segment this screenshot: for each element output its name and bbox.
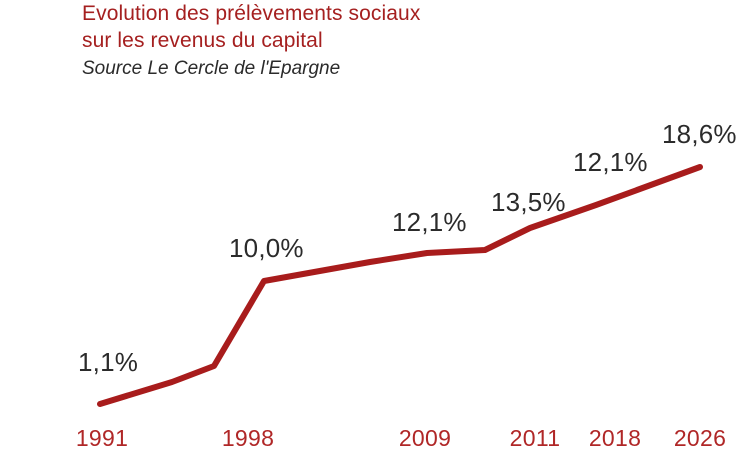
page-title-line-1: Evolution des prélèvements sociaux (82, 2, 421, 25)
x-axis-tick-label-2026: 2026 (673, 425, 727, 451)
x-axis-tick-label-2011: 2011 (509, 425, 561, 451)
data-point-value-label: 10,0% (229, 233, 304, 263)
page-title-line-2: sur les revenus du capital (82, 29, 323, 52)
x-axis-tick-label-2009: 2009 (398, 425, 452, 451)
chart-title-block: Evolution des prélèvements sociaux sur l… (82, 0, 642, 82)
data-point-value-label: 1,1% (78, 347, 139, 377)
data-point-value-label: 12,1% (392, 207, 467, 237)
chart-source-caption: Source Le Cercle de l'Epargne (82, 58, 341, 79)
data-point-value-label: 13,5% (491, 187, 566, 217)
data-point-value-label: 12,1% (573, 147, 648, 177)
x-axis-tick-label-1998: 1998 (221, 425, 275, 451)
x-axis-tick-label-1991: 1991 (75, 425, 129, 451)
data-point-value-label: 18,6% (662, 119, 737, 149)
data-series-line (97, 164, 703, 407)
x-axis-tick-label-2018: 2018 (588, 425, 642, 451)
